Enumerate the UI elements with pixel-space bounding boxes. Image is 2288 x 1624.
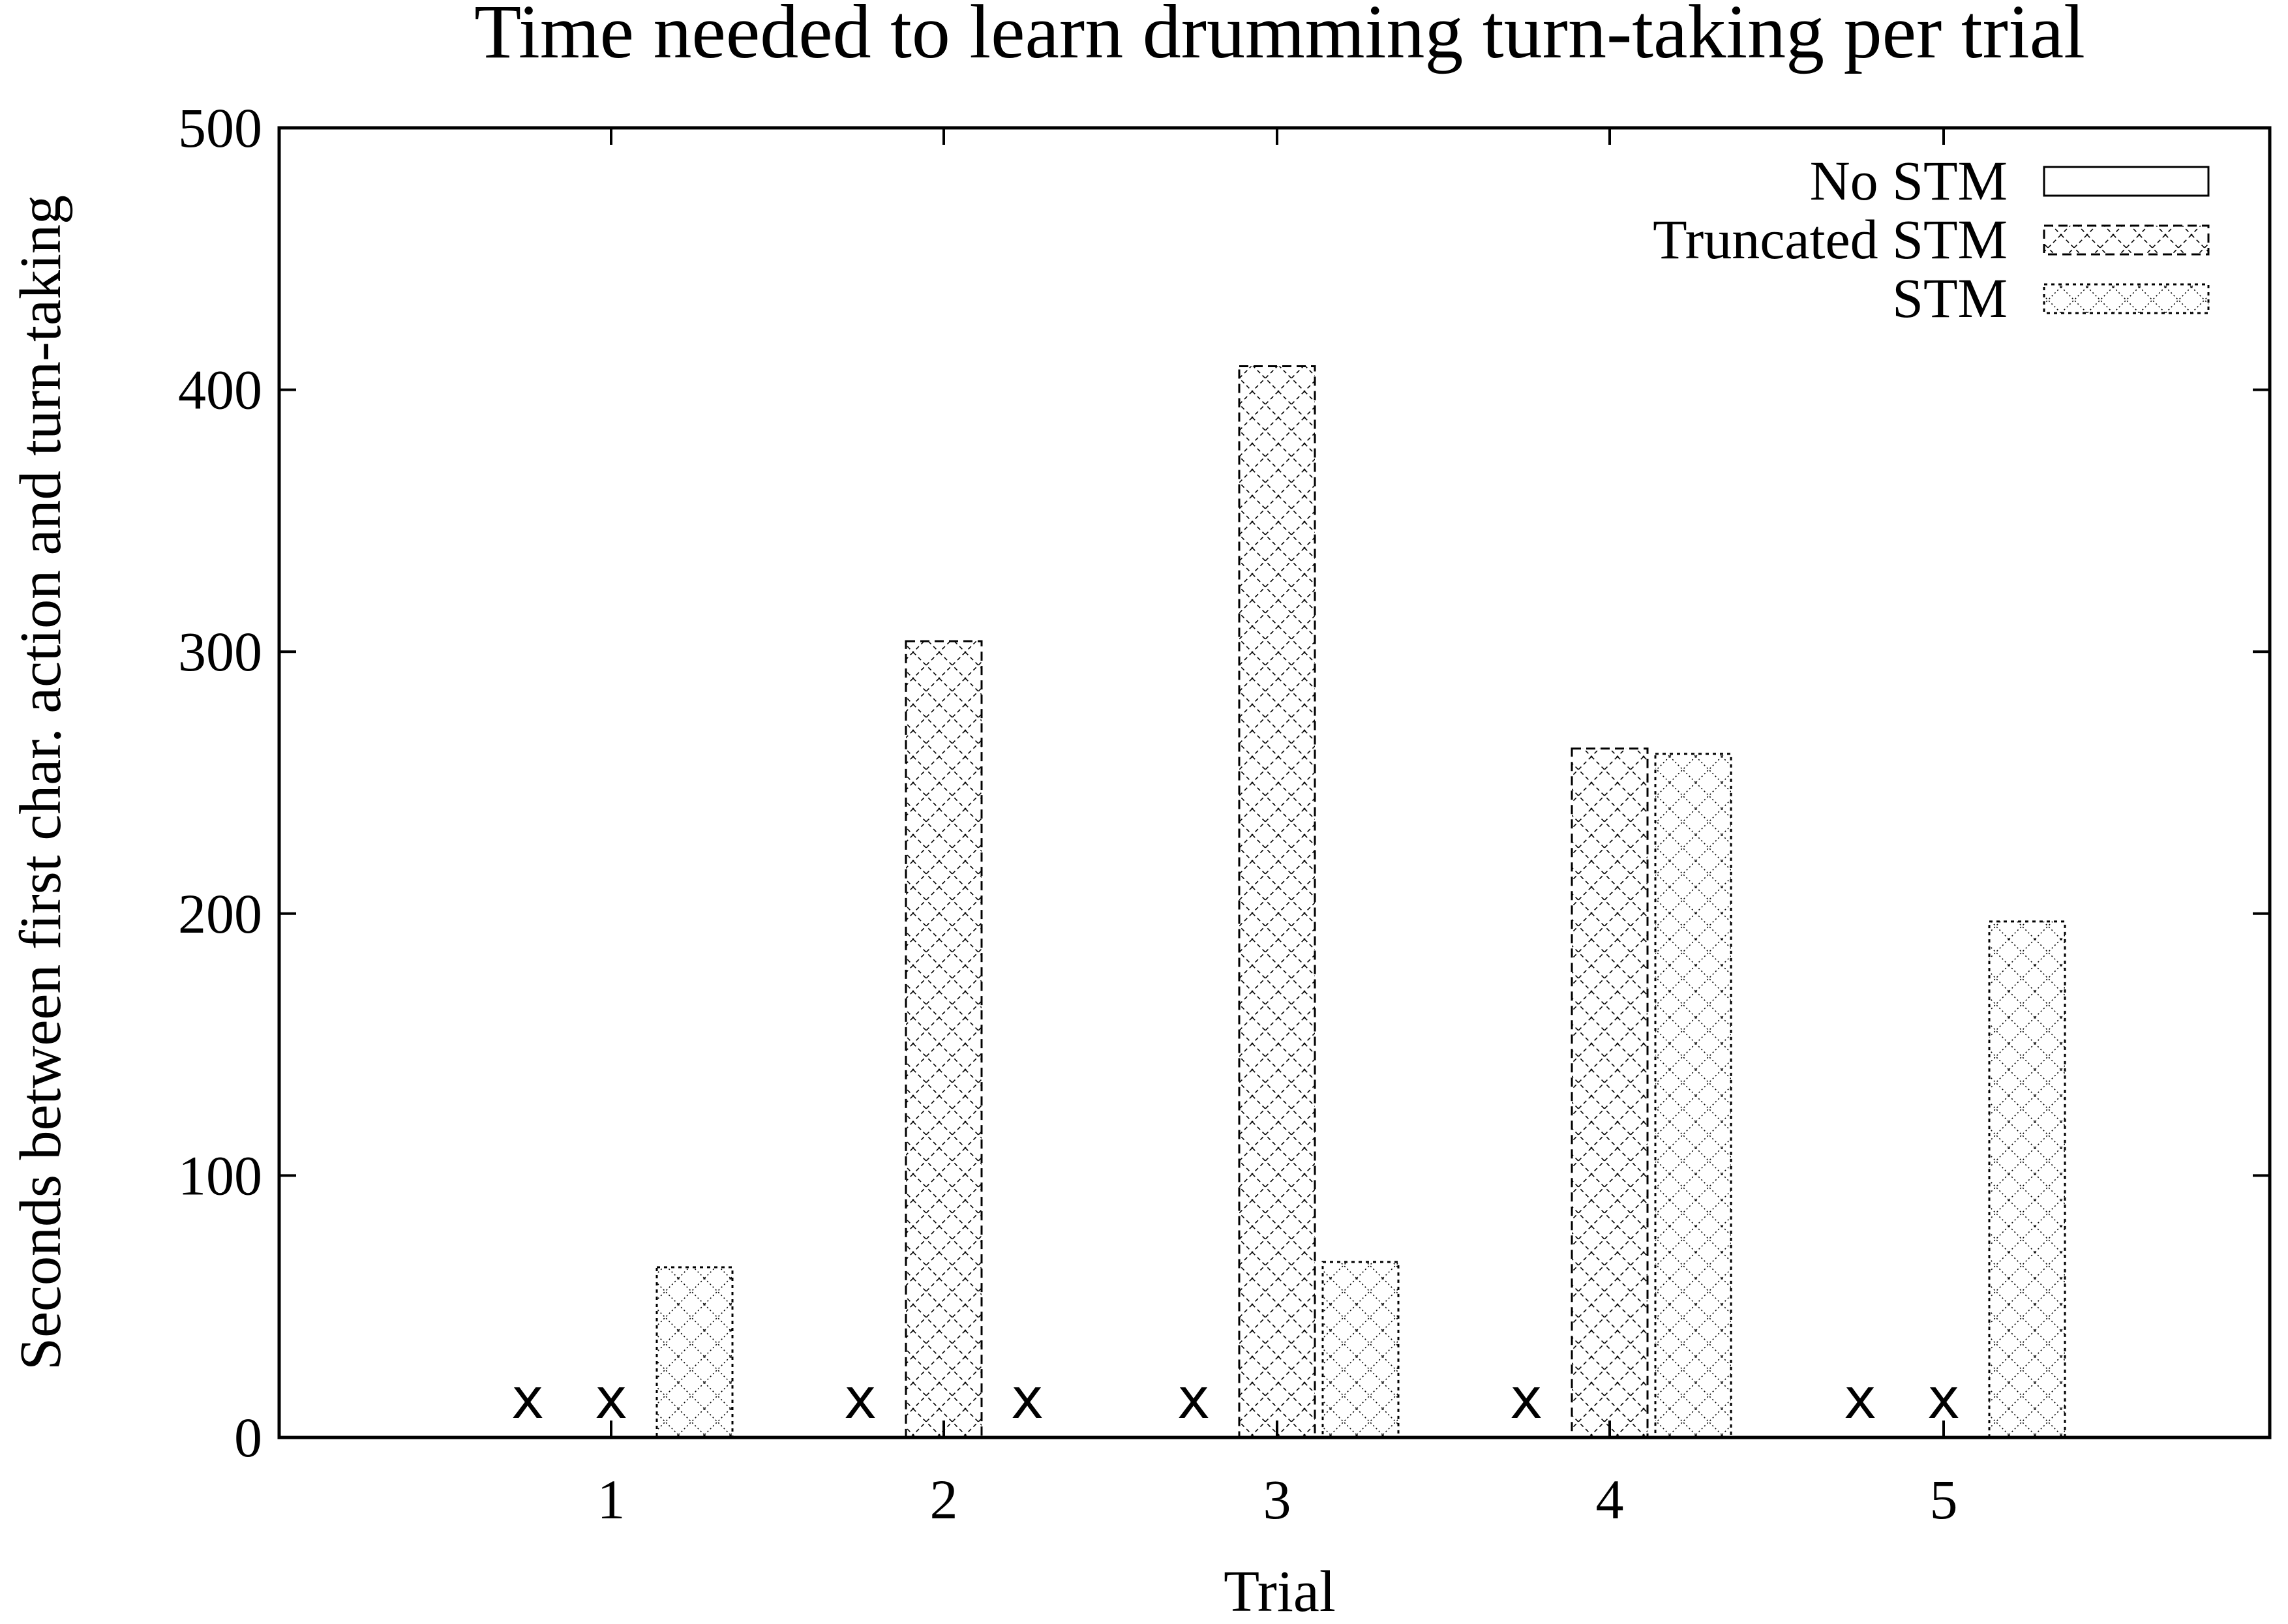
- bar-dotted-crosshatch: [655, 1266, 734, 1439]
- x-tick-label: 1: [597, 1468, 625, 1531]
- x-tick-label: 4: [1596, 1468, 1624, 1531]
- missing-marker: x: [1509, 1366, 1543, 1432]
- x-tick-label: 5: [1930, 1468, 1958, 1531]
- legend-swatch: [2043, 224, 2210, 256]
- legend-label: STM: [1892, 267, 2008, 329]
- y-axis: 0 100 200 300 400 500: [178, 97, 2270, 1469]
- y-tick-label: 0: [234, 1406, 262, 1469]
- y-tick-label: 500: [178, 97, 262, 159]
- bar-crosshatch: [1571, 747, 1649, 1439]
- bar-dotted-crosshatch: [1988, 920, 2066, 1439]
- missing-marker: x: [1843, 1366, 1877, 1432]
- bar-crosshatch: [1238, 365, 1316, 1439]
- missing-marker: x: [1927, 1366, 1961, 1432]
- missing-marker: x: [1177, 1366, 1211, 1432]
- missing-marker: x: [1010, 1366, 1044, 1432]
- missing-marker: x: [511, 1366, 545, 1432]
- missing-marker: x: [594, 1366, 628, 1432]
- legend-label: Truncated STM: [1653, 208, 2008, 271]
- bar-dotted-crosshatch: [1654, 753, 1732, 1439]
- legend-swatch: [2043, 166, 2210, 197]
- missing-markers: x x x x xx xx: [511, 1366, 1961, 1432]
- x-tick-label: 2: [930, 1468, 958, 1531]
- missing-marker: x: [843, 1366, 877, 1432]
- x-tick-label: 3: [1263, 1468, 1291, 1531]
- legend-swatch: [2043, 283, 2210, 314]
- y-axis-label: Seconds between first char. action and t…: [8, 195, 73, 1370]
- chart-title: Time needed to learn drumming turn-takin…: [474, 0, 2085, 74]
- bars: [655, 365, 2066, 1439]
- legend-label: No STM: [1810, 149, 2008, 212]
- x-axis-label: Trial: [1224, 1559, 1336, 1621]
- y-tick-label: 100: [178, 1144, 262, 1207]
- y-tick-label: 300: [178, 620, 262, 683]
- y-tick-label: 200: [178, 882, 262, 945]
- bar-crosshatch: [905, 640, 983, 1439]
- bar-dotted-crosshatch: [1321, 1261, 1400, 1439]
- x-axis: 1 2 3 4 5: [597, 128, 1958, 1531]
- y-tick-label: 400: [178, 359, 262, 421]
